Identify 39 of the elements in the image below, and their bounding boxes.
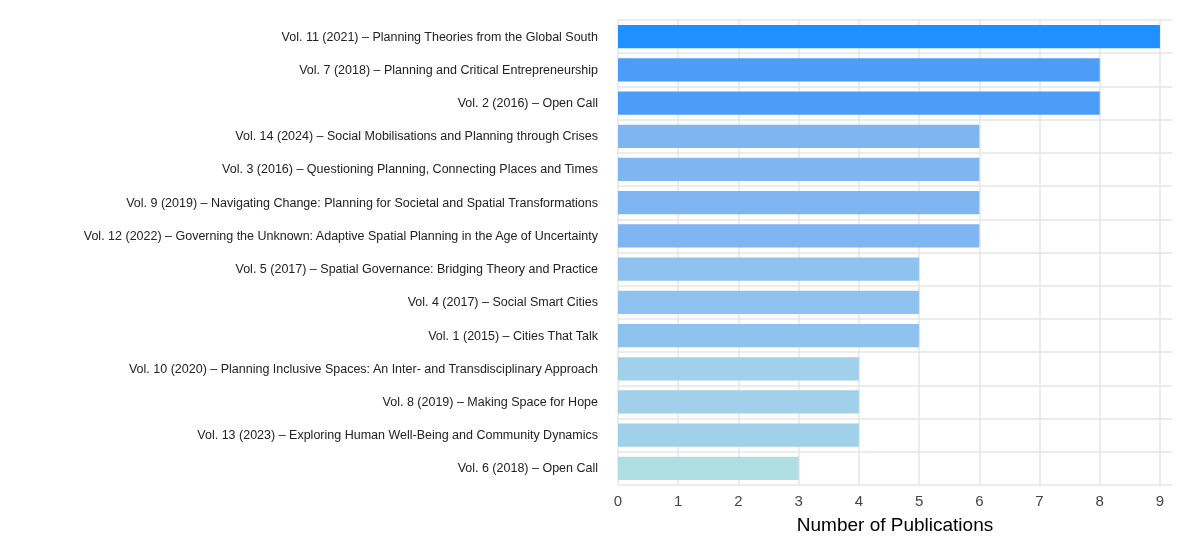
y-tick-label: Vol. 12 (2022) – Governing the Unknown: Adaptive Spatial Planning in the Age of Uncertainty bbox=[83, 228, 599, 243]
x-axis-title: Number of Publications bbox=[796, 514, 994, 535]
y-tick-label: Vol. 2 (2016) – Open Call bbox=[457, 96, 598, 111]
x-tick-label: 4 bbox=[854, 492, 864, 509]
y-tick-label: Vol. 9 (2019) – Navigating Change: Planning for Societal and Spatial Transformations bbox=[126, 195, 598, 210]
y-tick-label: Vol. 11 (2021) – Planning Theories from the Global South bbox=[281, 29, 599, 44]
y-tick-label: Vol. 8 (2019) – Making Space for Hope bbox=[382, 394, 599, 409]
y-tick-label: Vol. 6 (2018) – Open Call bbox=[457, 461, 598, 476]
x-tick-label: 6 bbox=[975, 492, 984, 509]
bar bbox=[618, 124, 980, 148]
bar bbox=[618, 423, 859, 447]
y-tick-label: Vol. 10 (2020) – Planning Inclusive Spaces: An Inter- and Transdisciplinary Approach bbox=[128, 361, 599, 376]
bar bbox=[618, 290, 920, 314]
bar bbox=[618, 157, 980, 182]
y-tick-label: Vol. 5 (2017) – Spatial Governance: Bridging Theory and Practice bbox=[235, 262, 599, 277]
bar bbox=[618, 91, 1100, 115]
bar bbox=[618, 390, 859, 414]
x-tick-label: 1 bbox=[674, 492, 683, 509]
y-tick-label: Vol. 7 (2018) – Planning and Critical Entrepreneurship bbox=[299, 62, 599, 77]
y-tick-label: Vol. 3 (2016) – Questioning Planning, Connecting Places and Times bbox=[222, 162, 598, 177]
x-tick-label: 9 bbox=[1155, 492, 1165, 509]
bar bbox=[618, 24, 1160, 49]
x-tick-label: 5 bbox=[914, 492, 924, 509]
y-tick-label: Vol. 1 (2015) – Cities That Talk bbox=[428, 328, 599, 343]
x-tick-label: 8 bbox=[1095, 492, 1104, 509]
bar bbox=[618, 224, 980, 248]
y-tick-label: Vol. 4 (2017) – Social Smart Cities bbox=[407, 295, 598, 310]
bar bbox=[618, 456, 799, 481]
x-tick-label: 3 bbox=[794, 492, 803, 509]
bar bbox=[618, 357, 859, 381]
x-tick-label: 0 bbox=[613, 492, 623, 509]
bar bbox=[618, 323, 920, 348]
bar bbox=[618, 191, 980, 215]
bar bbox=[618, 58, 1100, 82]
x-tick-label: 7 bbox=[1035, 492, 1044, 509]
y-tick-label: Vol. 14 (2024) – Social Mobilisations and Planning through Crises bbox=[235, 129, 598, 144]
y-tick-label: Vol. 13 (2023) – Exploring Human Well-Being and Community Dynamics bbox=[197, 428, 598, 443]
x-tick-label: 2 bbox=[734, 492, 743, 509]
bar bbox=[618, 257, 920, 281]
